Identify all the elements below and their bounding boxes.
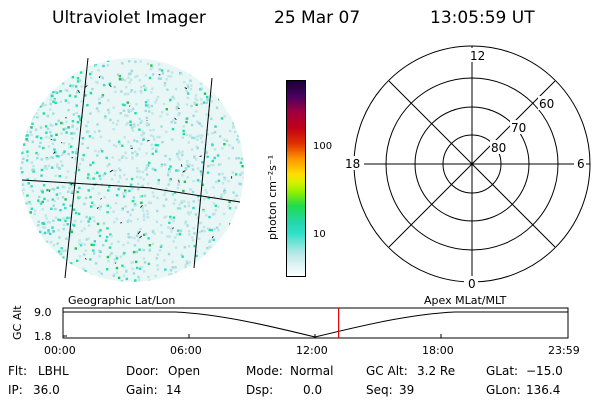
gcalt-label: GC Alt: — [366, 364, 408, 378]
gcalt-value: 3.2 Re — [417, 364, 456, 378]
timeline-y-bottom: 1.8 — [34, 330, 52, 343]
colorbar-tick-10: 10 — [313, 229, 326, 240]
mode-value: Normal — [290, 364, 334, 378]
gain-value: 14 — [166, 383, 182, 397]
mlt-0-label: 0 — [468, 277, 476, 291]
glat-value: −15.0 — [526, 364, 563, 378]
mlt-18-label: 18 — [345, 157, 360, 171]
mlat-60-label: 60 — [539, 97, 554, 111]
flt-label: Flt: — [8, 364, 27, 378]
time: 13:05:59 UT — [430, 8, 535, 28]
seq-value: 39 — [399, 383, 415, 397]
title: Ultraviolet Imager — [52, 8, 206, 28]
dsp-value: 0.0 — [303, 383, 323, 397]
mlat-80-label: 80 — [491, 141, 506, 155]
lat-lon-grid — [21, 57, 241, 279]
colorbar-tick-100: 100 — [313, 141, 333, 152]
glon-value: 136.4 — [526, 383, 561, 397]
mlat-70-label: 70 — [511, 121, 526, 135]
altitude-curve — [63, 311, 568, 338]
door-value: Open — [168, 364, 201, 378]
glat-label: GLat: — [486, 364, 519, 378]
mode-label: Mode: — [246, 364, 283, 378]
dsp-label: Dsp: — [246, 383, 274, 397]
ip-label: IP: — [8, 383, 23, 397]
mlt-6-label: 6 — [577, 157, 585, 171]
door-label: Door: — [126, 364, 159, 378]
glon-label: GLon: — [486, 383, 521, 397]
x-tick-0000: 00:00 — [44, 344, 76, 357]
seq-label: Seq: — [366, 383, 393, 397]
x-tick-2359: 23:59 — [548, 344, 580, 357]
ip-value: 36.0 — [33, 383, 60, 397]
flt-value: LBHL — [38, 364, 69, 378]
timeline-left-title: Geographic Lat/Lon — [68, 294, 176, 307]
timeline-y-top: 9.0 — [34, 306, 52, 319]
x-tick-1200: 12:00 — [296, 344, 328, 357]
color-scale-bar — [286, 80, 306, 277]
x-tick-0600: 06:00 — [170, 344, 202, 357]
timeline-right-title: Apex MLat/MLT — [424, 294, 507, 307]
x-tick-1800: 18:00 — [422, 344, 454, 357]
date: 25 Mar 07 — [274, 8, 361, 28]
gain-label: Gain: — [126, 383, 158, 397]
mlt-12-label: 12 — [470, 49, 485, 63]
